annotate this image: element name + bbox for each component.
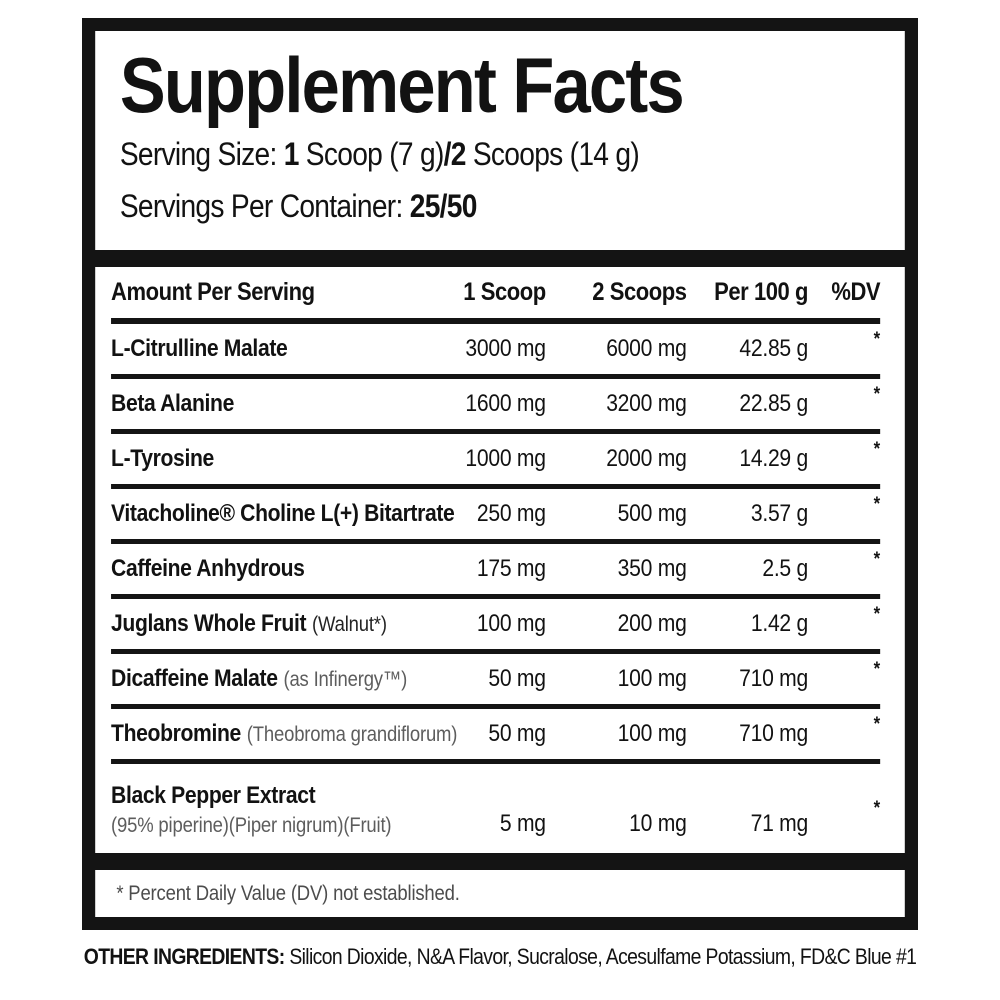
ingredient-name-text: L-Tyrosine: [111, 445, 214, 472]
amount-2-scoops: 6000 mg: [606, 335, 687, 362]
amount-1-scoop: 250 mg: [476, 500, 546, 527]
amount-2-scoops: 10 mg: [629, 810, 687, 837]
amount-1-scoop: 3000 mg: [465, 335, 546, 362]
table-row: Dicaffeine Malate (as Infinergy™) 50 mg 10…: [111, 654, 881, 709]
ingredient-name-text: Theobromine: [111, 720, 241, 747]
serving-size-end: Scoops (14 g): [465, 136, 640, 173]
amount-1-scoop: 1600 mg: [465, 390, 546, 417]
daily-value: *: [873, 384, 881, 405]
column-header-4: %DV: [831, 278, 881, 306]
ingredient-name-text: Caffeine Anhydrous: [111, 555, 305, 582]
label-area: Supplement Facts Serving Size: 1 Scoop (…: [82, 18, 918, 970]
servings-per-container-value: 25/50: [409, 188, 478, 225]
amount-per-100g: 22.85 g: [739, 390, 808, 417]
amount-per-100g: 42.85 g: [739, 335, 808, 362]
amount-2-scoops: 200 mg: [617, 610, 687, 637]
ingredient-name-text: Vitacholine® Choline L(+) Bitartrate: [111, 500, 455, 527]
daily-value: *: [873, 329, 881, 350]
footnote-box: * Percent Daily Value (DV) not establish…: [95, 870, 905, 917]
footnote-text: * Percent Daily Value (DV) not establish…: [116, 881, 460, 905]
serving-size-mid: Scoop (7 g): [298, 136, 445, 173]
table-row: L-Citrulline Malate 3000 mg 6000 mg 42.85 g…: [111, 324, 881, 379]
ingredient-name: Theobromine (Theobroma grandiflorum): [111, 720, 457, 748]
amount-per-100g: 3.57 g: [750, 500, 808, 527]
daily-value: *: [873, 604, 881, 625]
ingredient-name: L-Tyrosine: [111, 445, 431, 473]
ingredient-name-text: Black Pepper Extract: [111, 782, 316, 809]
ingredient-name-text: Beta Alanine: [111, 390, 234, 417]
ingredient-name-text: L-Citrulline Malate: [111, 335, 288, 362]
daily-value: *: [873, 494, 881, 515]
amount-per-100g: 1.42 g: [750, 610, 808, 637]
table-row: Beta Alanine 1600 mg 3200 mg 22.85 g *: [111, 379, 881, 434]
amount-2-scoops: 350 mg: [617, 555, 687, 582]
table-row: Vitacholine® Choline L(+) Bitartrate 250 …: [111, 489, 881, 544]
column-header-3: Per 100 g: [714, 278, 808, 306]
ingredient-name-text: Juglans Whole Fruit: [111, 610, 307, 637]
ingredient-name: L-Citrulline Malate: [111, 335, 431, 363]
daily-value: *: [873, 549, 881, 570]
amount-1-scoop: 100 mg: [476, 610, 546, 637]
column-header-amount-per-serving: Amount Per Serving: [111, 278, 315, 306]
amount-1-scoop: 175 mg: [476, 555, 546, 582]
serving-size-scoops-2: /2: [443, 136, 467, 173]
column-header-2: 2 Scoops: [592, 278, 687, 306]
serving-size-scoops-1: 1: [283, 136, 300, 173]
table-row: Black Pepper Extract (95% piperine)(Piper…: [111, 764, 880, 852]
daily-value: *: [873, 659, 881, 680]
table-row: L-Tyrosine 1000 mg 2000 mg 14.29 g *: [111, 434, 881, 489]
ingredient-name-text: Dicaffeine Malate: [111, 665, 278, 692]
ingredient-name: Juglans Whole Fruit (Walnut*): [111, 610, 431, 638]
facts-rows: L-Citrulline Malate 3000 mg 6000 mg 42.85 g…: [111, 324, 881, 852]
daily-value: *: [873, 798, 881, 819]
facts-table: Amount Per Serving 1 Scoop 2 Scoops Per 100…: [95, 267, 905, 853]
supplement-facts-panel: Supplement Facts Serving Size: 1 Scoop (…: [82, 18, 918, 930]
amount-1-scoop: 5 mg: [499, 810, 546, 837]
amount-1-scoop: 1000 mg: [465, 445, 546, 472]
ingredient-name: Caffeine Anhydrous: [111, 555, 431, 583]
amount-1-scoop: 50 mg: [488, 665, 546, 692]
ingredient-name: Black Pepper Extract (95% piperine)(Piper…: [111, 778, 431, 838]
other-ingredients-line: OTHER INGREDIENTS: Silicon Dioxide, N&A …: [82, 944, 918, 970]
ingredient-note: (Theobroma grandiflorum): [246, 723, 458, 746]
amount-1-scoop: 50 mg: [488, 720, 546, 747]
servings-per-container-line: Servings Per Container: 25/50: [120, 188, 896, 225]
amount-2-scoops: 3200 mg: [606, 390, 687, 417]
other-ingredients-label: OTHER INGREDIENTS:: [83, 944, 285, 969]
servings-per-container-label: Servings Per Container:: [119, 188, 410, 225]
amount-per-100g: 2.5 g: [762, 555, 808, 582]
daily-value: *: [873, 714, 881, 735]
table-row: Caffeine Anhydrous 175 mg 350 mg 2.5 g *: [111, 544, 881, 599]
amount-2-scoops: 2000 mg: [606, 445, 687, 472]
ingredient-note: (95% piperine)(Piper nigrum)(Fruit): [111, 814, 392, 837]
amount-2-scoops: 100 mg: [617, 665, 687, 692]
amount-2-scoops: 500 mg: [617, 500, 687, 527]
daily-value: *: [873, 439, 881, 460]
amount-2-scoops: 100 mg: [617, 720, 687, 747]
amount-per-100g: 710 mg: [739, 720, 808, 747]
amount-per-100g: 14.29 g: [739, 445, 808, 472]
serving-size-label: Serving Size:: [119, 136, 284, 173]
amount-per-100g: 710 mg: [739, 665, 808, 692]
other-ingredients-text: Silicon Dioxide, N&A Flavor, Sucralose, …: [284, 944, 917, 969]
amount-per-100g: 71 mg: [750, 810, 809, 837]
column-header-1: 1 Scoop: [463, 278, 546, 306]
serving-size-line: Serving Size: 1 Scoop (7 g)/2 Scoops (14…: [120, 136, 896, 173]
ingredient-name: Dicaffeine Malate (as Infinergy™): [111, 665, 431, 693]
label-squeeze-wrapper: Supplement Facts Serving Size: 1 Scoop (…: [82, 18, 918, 970]
ingredient-name: Vitacholine® Choline L(+) Bitartrate: [111, 500, 455, 528]
ingredient-name: Beta Alanine: [111, 390, 431, 418]
facts-title: Supplement Facts: [119, 41, 685, 129]
table-row: Theobromine (Theobroma grandiflorum) 50 m…: [111, 709, 881, 764]
table-header-row: Amount Per Serving 1 Scoop 2 Scoops Per 100…: [111, 267, 881, 324]
table-row: Juglans Whole Fruit (Walnut*) 100 mg 200 m…: [111, 599, 881, 654]
ingredient-note: (as Infinergy™): [283, 668, 408, 691]
facts-header: Supplement Facts Serving Size: 1 Scoop (…: [95, 31, 905, 250]
ingredient-note: (Walnut*): [312, 613, 387, 636]
